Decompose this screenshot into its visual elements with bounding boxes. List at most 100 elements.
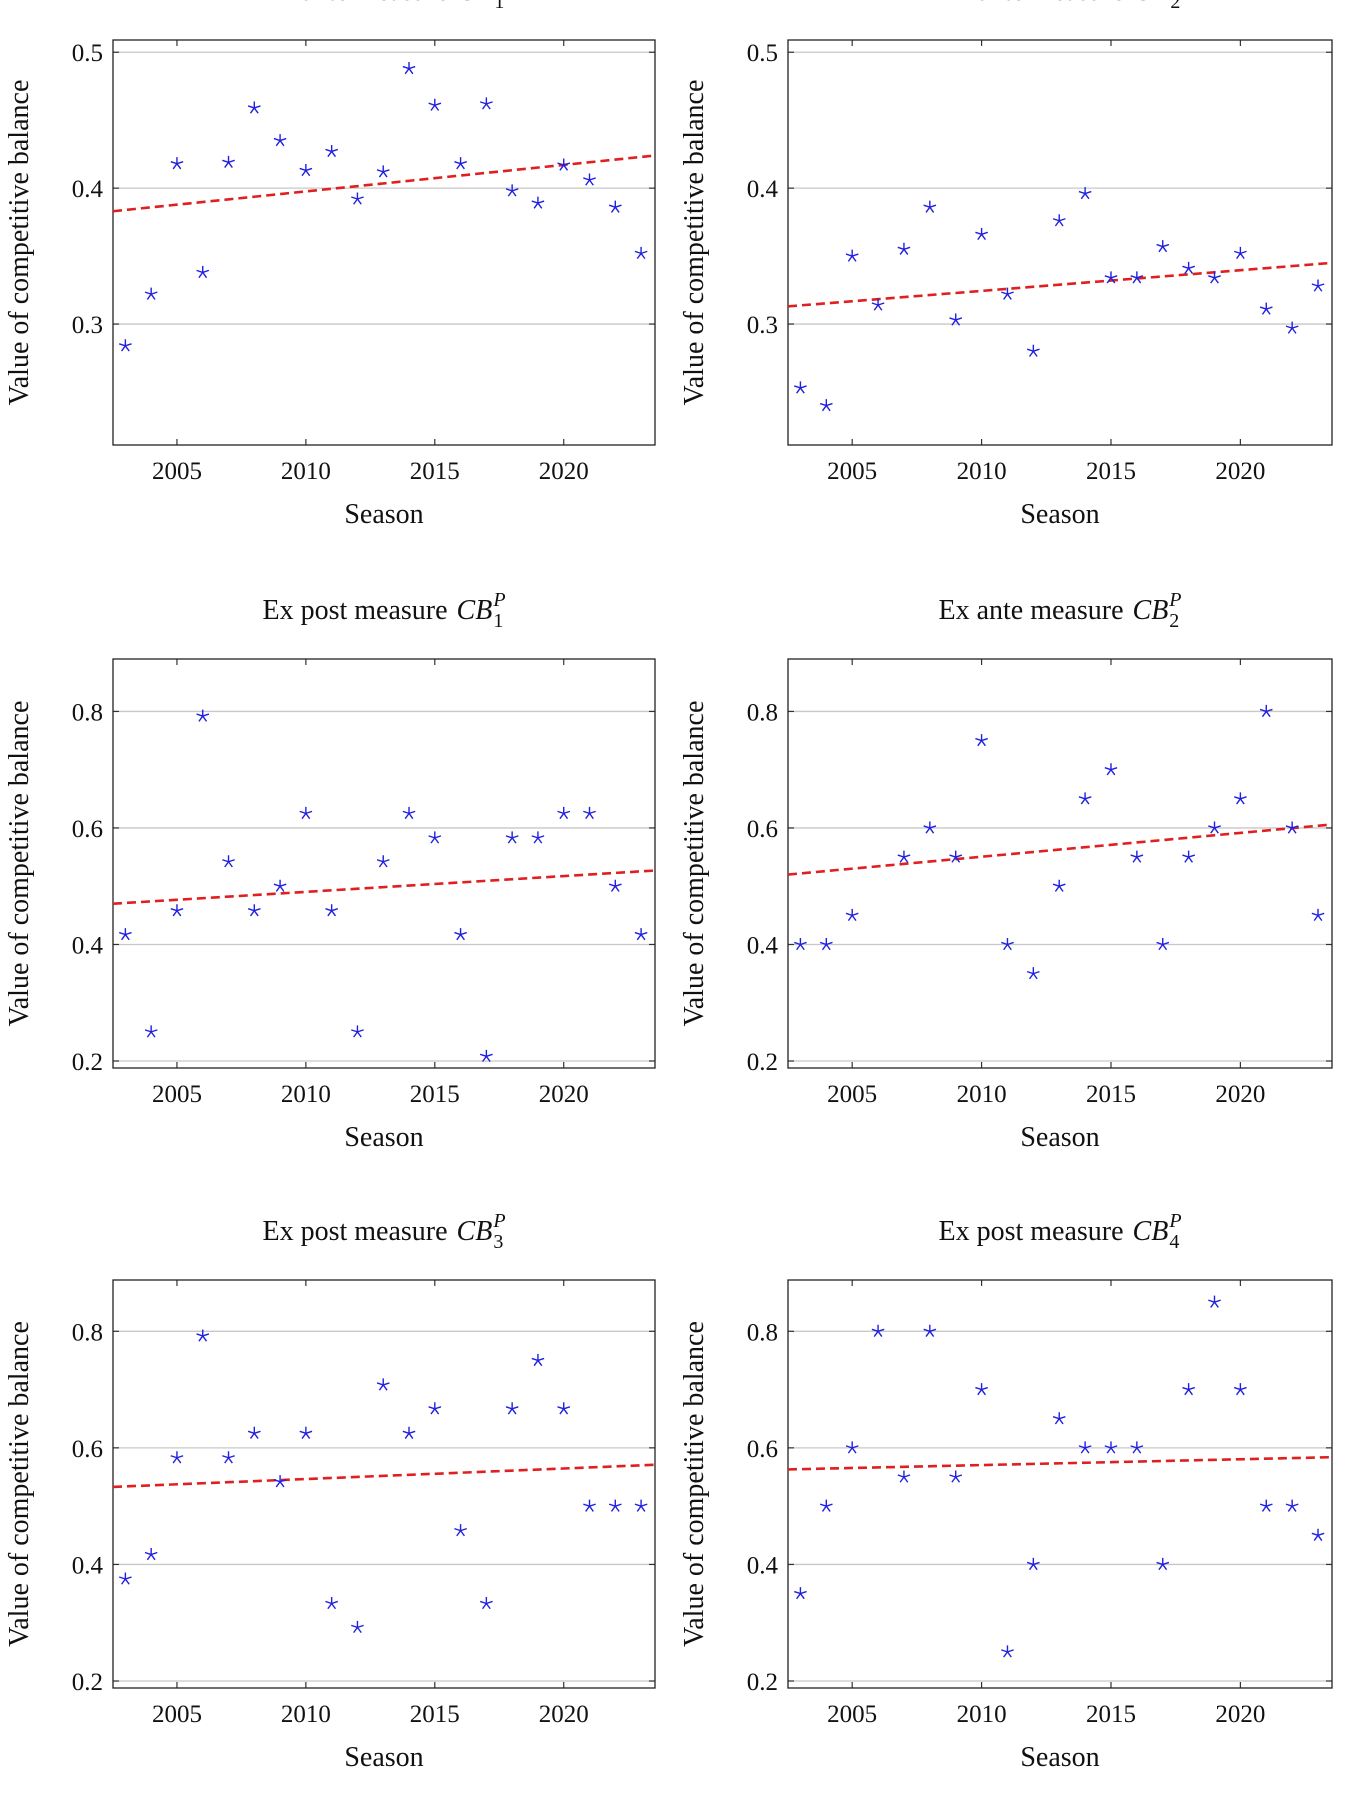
title-superscript: P bbox=[1168, 589, 1181, 611]
title-symbol: CB bbox=[457, 1216, 493, 1247]
plot-frame bbox=[787, 1279, 1333, 1689]
data-point bbox=[402, 806, 416, 820]
title-symbol: CB bbox=[457, 595, 493, 626]
y-tick-label: 0.8 bbox=[747, 1319, 778, 1346]
x-tick-label: 2015 bbox=[1086, 458, 1136, 485]
title-subscript: 2 bbox=[1170, 0, 1180, 13]
x-tick-label: 2015 bbox=[410, 1701, 460, 1728]
data-point bbox=[819, 937, 833, 951]
data-point bbox=[557, 806, 571, 820]
data-point bbox=[247, 1426, 261, 1439]
x-tick-label: 2010 bbox=[957, 1081, 1007, 1108]
data-point bbox=[428, 1402, 442, 1415]
data-point bbox=[351, 192, 364, 205]
data-point bbox=[949, 313, 963, 326]
data-point bbox=[170, 904, 184, 917]
y-tick-label: 0.2 bbox=[747, 1049, 778, 1076]
data-point bbox=[247, 904, 261, 917]
data-point bbox=[608, 1499, 622, 1512]
x-tick-label: 2015 bbox=[1086, 1081, 1136, 1108]
data-point bbox=[505, 184, 519, 197]
x-tick-label: 2015 bbox=[1086, 1701, 1136, 1728]
data-point bbox=[428, 98, 442, 111]
data-point bbox=[505, 831, 519, 844]
title-subscript: 2 bbox=[1169, 610, 1179, 632]
x-axis-label: Season bbox=[1020, 499, 1099, 530]
y-tick-label: 0.6 bbox=[747, 816, 778, 843]
data-point bbox=[557, 1402, 571, 1415]
data-point bbox=[1078, 187, 1092, 200]
data-point bbox=[1001, 1645, 1014, 1658]
data-point bbox=[196, 265, 210, 279]
data-point bbox=[975, 1383, 988, 1396]
data-point bbox=[1001, 287, 1014, 300]
y-axis-label: Value of competitive balance bbox=[4, 80, 35, 406]
data-point bbox=[299, 1426, 313, 1439]
x-axis-label: Season bbox=[1020, 1742, 1099, 1773]
y-tick-label: 0.2 bbox=[72, 1049, 103, 1076]
data-point bbox=[222, 1451, 235, 1464]
title-subscript: 1 bbox=[494, 0, 504, 13]
data-point bbox=[871, 298, 885, 311]
x-tick-label: 2010 bbox=[281, 458, 331, 485]
data-point bbox=[1026, 1557, 1040, 1571]
data-point bbox=[1285, 821, 1299, 834]
trend-line bbox=[112, 869, 656, 905]
x-axis-label: Season bbox=[344, 1742, 423, 1773]
data-point bbox=[897, 242, 911, 255]
data-point bbox=[1285, 321, 1299, 334]
data-point bbox=[325, 1596, 339, 1610]
y-tick-label: 0.6 bbox=[72, 816, 103, 843]
x-tick-label: 2020 bbox=[1215, 1701, 1265, 1728]
data-point bbox=[897, 850, 911, 863]
y-tick-label: 0.3 bbox=[747, 312, 778, 339]
data-point bbox=[531, 1353, 545, 1367]
data-point bbox=[273, 134, 287, 147]
y-tick-label: 0.8 bbox=[72, 1319, 103, 1346]
chart-title: Ex post measure CB 1P bbox=[262, 589, 505, 632]
data-point bbox=[583, 806, 596, 820]
data-point bbox=[923, 200, 937, 213]
data-point bbox=[794, 381, 807, 394]
y-tick-label: 0.4 bbox=[747, 176, 779, 203]
subplot: 0.3 0.4 0.5 2005 2010 2015 2020 Season Value of … bbox=[4, 0, 656, 530]
data-point bbox=[845, 908, 859, 922]
x-tick-label: 2015 bbox=[410, 1081, 460, 1108]
data-point bbox=[222, 855, 235, 868]
x-tick-label: 2005 bbox=[152, 1701, 202, 1728]
x-tick-label: 2020 bbox=[539, 458, 589, 485]
data-point bbox=[634, 928, 648, 941]
data-point bbox=[897, 1470, 911, 1483]
data-point bbox=[1104, 271, 1118, 284]
y-tick-label: 0.4 bbox=[72, 1552, 104, 1579]
data-point bbox=[1130, 850, 1144, 863]
title-text: Ex ante measure bbox=[940, 0, 1125, 7]
chart-title: Ex ante measure CB1 bbox=[264, 0, 505, 13]
data-point bbox=[479, 97, 493, 110]
data-point bbox=[170, 157, 184, 170]
trend-line bbox=[787, 1455, 1333, 1471]
y-tick-label: 0.4 bbox=[747, 932, 779, 959]
trend-line bbox=[787, 261, 1333, 308]
x-tick-label: 2020 bbox=[539, 1701, 589, 1728]
data-point bbox=[454, 1524, 467, 1537]
data-point bbox=[1078, 1441, 1092, 1454]
plot-frame bbox=[787, 658, 1333, 1069]
data-point bbox=[144, 1025, 158, 1038]
data-point bbox=[454, 928, 467, 941]
title-text: Ex post measure bbox=[262, 595, 447, 626]
data-point bbox=[531, 831, 545, 844]
data-point bbox=[222, 155, 235, 168]
data-point bbox=[402, 1426, 416, 1439]
trend-line bbox=[112, 154, 656, 213]
data-point bbox=[118, 1572, 132, 1585]
data-point bbox=[1208, 821, 1221, 834]
data-point bbox=[1311, 908, 1325, 922]
x-axis-label: Season bbox=[1020, 1122, 1099, 1153]
data-point bbox=[1259, 704, 1273, 718]
data-point bbox=[794, 937, 807, 951]
data-point bbox=[170, 1451, 184, 1464]
data-point bbox=[871, 1324, 885, 1337]
data-point bbox=[1026, 967, 1040, 980]
data-point bbox=[376, 1378, 390, 1391]
